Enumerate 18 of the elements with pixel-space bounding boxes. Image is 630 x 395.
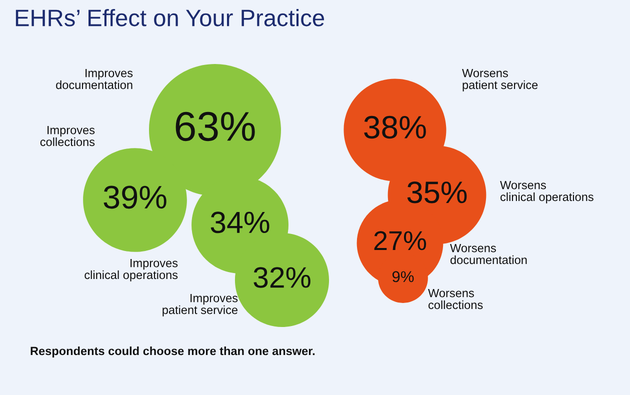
data-label: 9% xyxy=(392,271,414,282)
data-label: 38% xyxy=(364,116,426,139)
data-label: 27% xyxy=(374,231,426,250)
category-label: Worsens documentation xyxy=(450,244,527,264)
category-label: Worsens clinical operations xyxy=(500,181,594,204)
category-label: Worsens collections xyxy=(428,289,483,310)
data-label: 35% xyxy=(407,181,467,204)
data-label: 32% xyxy=(254,267,310,288)
category-label: Improves clinical operations xyxy=(84,259,178,282)
data-label: 63% xyxy=(176,112,255,142)
data-label: 39% xyxy=(104,186,166,209)
category-label: Improves patient service xyxy=(162,294,238,316)
category-label: Improves collections xyxy=(40,126,95,146)
data-label: 34% xyxy=(210,212,270,234)
text: Respondents could choose more than one answer. xyxy=(30,346,315,358)
text: EHRs’ Effect on Your Practice xyxy=(16,8,324,26)
category-label: Improves documentation xyxy=(56,69,133,90)
category-label: Worsens patient service xyxy=(462,69,538,92)
